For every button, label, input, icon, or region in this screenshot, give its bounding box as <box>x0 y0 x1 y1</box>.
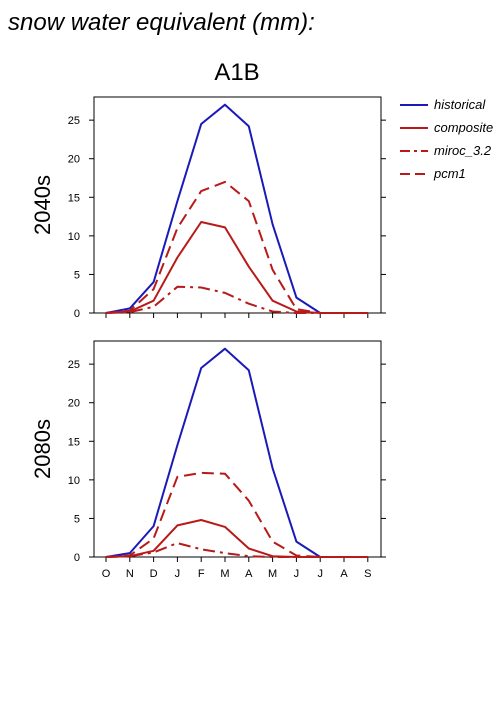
y-tick-label: 20 <box>68 398 80 410</box>
y-tick-label: 25 <box>68 115 80 127</box>
panel-label: 2080s <box>30 419 55 479</box>
x-tick-label: J <box>317 568 323 580</box>
legend-item: historical <box>400 97 486 112</box>
series-line-historical <box>105 347 368 558</box>
legend-label: miroc_3.2 <box>434 143 492 158</box>
x-tick-label: O <box>102 568 111 580</box>
x-tick-label: D <box>150 568 158 580</box>
plot-frame <box>93 340 382 558</box>
figure-title: snow water equivalent (mm): <box>8 9 315 36</box>
y-tick-label: 0 <box>74 552 80 564</box>
legend-label: pcm1 <box>433 166 466 181</box>
legend-item: pcm1 <box>400 166 466 181</box>
x-tick-label: F <box>198 568 205 580</box>
x-tick-label: M <box>220 568 229 580</box>
legend-item: miroc_3.2 <box>400 143 492 158</box>
chart-panels: 0 5 10 15 20 25 2040s 0 5 10 15 20 25 O N D J F M A M J J A S 208… <box>30 96 386 580</box>
y-tick-label: 15 <box>68 192 80 204</box>
y-tick-label: 10 <box>68 475 80 487</box>
y-tick-label: 5 <box>74 513 80 525</box>
y-tick-label: 0 <box>74 308 80 320</box>
panel-2080s: 0 5 10 15 20 25 O N D J F M A M J J A S 2080s <box>30 340 386 580</box>
series-line-pcm1 <box>105 471 368 558</box>
legend-label: historical <box>434 97 486 112</box>
x-tick-label: A <box>245 568 253 580</box>
panel-2040s: 0 5 10 15 20 25 2040s <box>30 96 386 320</box>
y-tick-label: 25 <box>68 359 80 371</box>
x-tick-label: N <box>126 568 134 580</box>
legend-label: composite <box>434 120 493 135</box>
x-tick-label: J <box>175 568 181 580</box>
panel-label: 2040s <box>30 175 55 235</box>
x-tick-label: S <box>364 568 371 580</box>
series-line-historical <box>105 103 368 314</box>
figure-subtitle: A1B <box>214 59 259 86</box>
x-tick-label: A <box>340 568 348 580</box>
legend: historical composite miroc_3.2 pcm1 <box>400 97 493 181</box>
legend-item: composite <box>400 120 493 135</box>
x-tick-label: J <box>294 568 300 580</box>
series-line-composite <box>105 519 368 558</box>
plot-frame <box>93 96 382 314</box>
y-tick-label: 15 <box>68 436 80 448</box>
y-tick-label: 20 <box>68 154 80 166</box>
series-line-pcm1 <box>105 180 368 314</box>
y-tick-label: 5 <box>74 269 80 281</box>
y-tick-label: 10 <box>68 231 80 243</box>
series-line-composite <box>105 221 368 314</box>
x-tick-label: M <box>268 568 277 580</box>
series-line-miroc-3-2 <box>105 542 368 558</box>
